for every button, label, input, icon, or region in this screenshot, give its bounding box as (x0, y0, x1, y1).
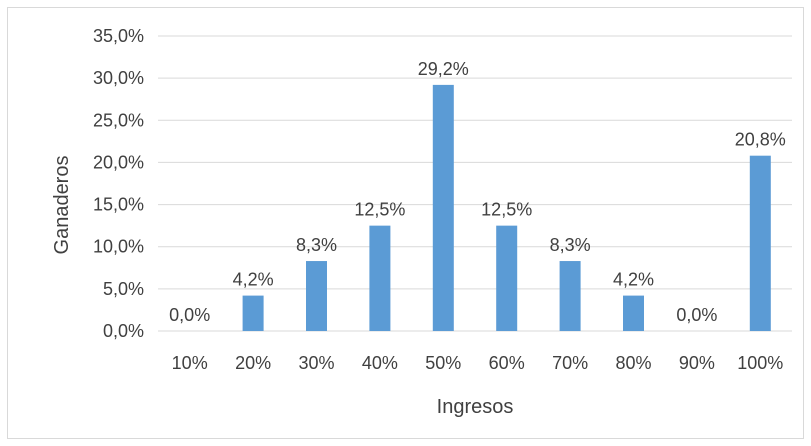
x-tick-label: 50% (425, 353, 461, 373)
y-tick-label: 20,0% (93, 152, 144, 172)
y-tick-label: 5,0% (103, 279, 144, 299)
bar (559, 261, 581, 331)
chart-frame (7, 7, 804, 439)
x-axis-categories: 10% 20% 30% 40% 50% 60% 70% 80% 90% 100% (172, 353, 784, 373)
gridlines (158, 35, 792, 332)
x-tick-label: 40% (362, 353, 398, 373)
x-tick-label: 80% (615, 353, 651, 373)
bar (306, 261, 327, 331)
data-label: 4,2% (233, 270, 274, 290)
y-axis-title: Ganaderos (51, 156, 73, 255)
y-tick-label: 10,0% (93, 237, 144, 257)
y-tick-label: 25,0% (93, 110, 144, 130)
data-labels: 0,0% 4,2% 8,3% 12,5% 29,2% 12,5% 8,3% 4,2% 0,0% 2… (169, 59, 786, 325)
data-label: 4,2% (613, 270, 654, 290)
y-tick-label: 0,0% (103, 321, 144, 341)
data-label: 0,0% (169, 305, 210, 325)
data-label: 8,3% (550, 235, 591, 255)
x-axis-title: Ingresos (437, 396, 514, 418)
y-tick-label: 30,0% (93, 68, 144, 88)
x-tick-label: 90% (679, 353, 715, 373)
bars (242, 84, 771, 331)
y-tick-label: 15,0% (93, 195, 144, 215)
data-label: 0,0% (676, 305, 717, 325)
x-tick-label: 10% (172, 353, 208, 373)
bar (749, 155, 771, 331)
bar (496, 225, 518, 331)
x-tick-label: 100% (737, 353, 783, 373)
bar (242, 295, 264, 331)
data-label: 29,2% (418, 59, 469, 79)
data-label: 8,3% (296, 235, 337, 255)
data-label: 20,8% (735, 130, 786, 150)
data-label: 12,5% (354, 200, 405, 220)
bar (369, 225, 391, 331)
y-tick-label: 35,0% (93, 26, 144, 46)
y-axis-ticks: 0,0% 5,0% 10,0% 15,0% 20,0% 25,0% 30,0% 35,0% (93, 26, 144, 341)
x-tick-label: 20% (235, 353, 271, 373)
x-tick-label: 70% (552, 353, 588, 373)
bar (623, 295, 644, 331)
x-tick-label: 30% (298, 353, 334, 373)
bar (432, 84, 454, 331)
data-label: 12,5% (481, 200, 532, 220)
x-tick-label: 60% (489, 353, 525, 373)
